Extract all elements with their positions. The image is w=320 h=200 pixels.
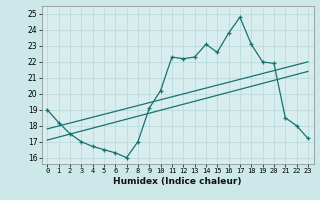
X-axis label: Humidex (Indice chaleur): Humidex (Indice chaleur): [113, 177, 242, 186]
